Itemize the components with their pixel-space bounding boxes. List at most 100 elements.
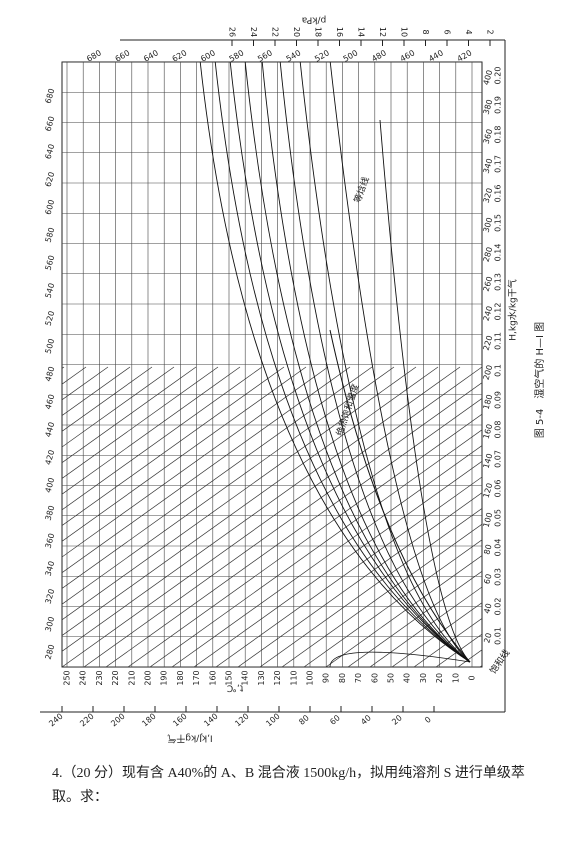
bottom-i-tick-label: 200: [109, 712, 126, 729]
i-grid-line: [193, 460, 482, 667]
t-axis-label: t,℃: [227, 683, 244, 693]
t-tick-label: 0: [468, 675, 477, 680]
left-i-tick-label: 660: [44, 115, 57, 132]
t-tick-label: 10: [451, 673, 460, 683]
i-grid-line: [281, 523, 482, 667]
t-tick-label: 90: [322, 673, 331, 683]
left-i-tick-label: 520: [44, 310, 57, 327]
t-tick-label: 120: [273, 670, 282, 685]
i-grid-line: [171, 445, 482, 667]
bottom-i-tick-label: 100: [264, 712, 281, 729]
left-i-tick-label: 540: [44, 282, 57, 299]
right-i-tick-label: 340: [482, 157, 495, 174]
h-tick-label: 0.1: [494, 364, 503, 377]
bottom-i-tick-label: 240: [47, 712, 64, 729]
left-i-tick-label: 380: [44, 504, 57, 521]
t-tick-label: 250: [63, 670, 72, 685]
i-grid-line: [369, 586, 482, 667]
top-i-tick-label: 500: [342, 48, 360, 63]
p-tick-label: 6: [443, 29, 452, 34]
i-grid-line: [62, 366, 482, 667]
right-i-tick-label: 140: [482, 452, 495, 469]
left-i-tick-label: 560: [44, 254, 57, 271]
t-tick-label: 240: [79, 670, 88, 685]
left-i-tick-label: 580: [44, 226, 57, 243]
i-grid-line: [303, 539, 482, 667]
p-tick-label: 18: [314, 27, 323, 37]
t-tick-label: 220: [111, 670, 120, 685]
t-tick-label: 40: [403, 673, 412, 683]
t-tick-label: 80: [338, 673, 347, 683]
i-grid-line: [215, 476, 482, 667]
p-tick-label: 26: [228, 27, 237, 37]
humidity-curve: [199, 62, 471, 663]
grid: [0, 62, 573, 667]
right-i-tick-label: 380: [482, 98, 495, 115]
t-tick-label: 50: [387, 673, 396, 683]
top-i-tick-label: 520: [313, 48, 331, 63]
top-i-tick-label: 620: [171, 48, 189, 63]
saturation-label: 饱和线: [487, 647, 512, 676]
left-i-tick-label: 440: [44, 421, 57, 438]
top-i-tick-label: 420: [456, 48, 474, 63]
p-tick-label: 10: [400, 27, 409, 37]
i-grid-line: [457, 649, 482, 667]
i-grid-line: [0, 367, 42, 667]
i-grid-line: [62, 366, 461, 652]
top-i-tick-label: 600: [199, 48, 217, 63]
humidity-curve: [214, 62, 471, 663]
h-axis-label: H,kg水/kg干气: [507, 279, 519, 341]
left-i-tick-label: 600: [44, 199, 57, 216]
t-tick-label: 230: [95, 670, 104, 685]
left-i-tick-label: 460: [44, 393, 57, 410]
i-grid-line: [62, 366, 285, 527]
i-grid-line: [105, 397, 482, 667]
i-grid-line: [149, 429, 482, 667]
p-tick-label: 24: [249, 27, 258, 37]
right-i-tick-label: 200: [482, 364, 495, 381]
i-grid-line: [391, 602, 482, 667]
t-tick-label: 30: [419, 673, 428, 683]
right-i-tick-label: 180: [482, 393, 495, 410]
i-grid-line: [325, 555, 482, 667]
left-i-tick-label: 500: [44, 338, 57, 355]
right-i-tick-label: 100: [482, 511, 495, 528]
right-i-tick-label: 280: [482, 246, 495, 263]
left-i-tick-label: 680: [44, 87, 57, 104]
humidity-curve: [299, 62, 471, 663]
p-tick-label: 14: [357, 27, 366, 37]
left-i-tick-label: 280: [44, 643, 57, 660]
right-i-tick-label: 120: [482, 482, 495, 499]
p-axis-label: p/kPa: [302, 15, 327, 25]
i-grid-line: [62, 366, 439, 637]
i-grid-line: [524, 367, 573, 667]
i-grid-line: [62, 366, 219, 479]
right-i-tick-label: 240: [482, 305, 495, 322]
h-tick-label: 0.14: [494, 244, 503, 262]
right-i-tick-label: 60: [482, 573, 493, 585]
i-grid-line: [62, 366, 351, 574]
p-tick-label: 20: [292, 27, 301, 37]
i-grid-line: [62, 366, 197, 464]
i-grid-line: [62, 366, 307, 542]
h-tick-label: 0.20: [494, 67, 503, 85]
h-tick-label: 0.08: [494, 421, 503, 439]
left-i-tick-label: 400: [44, 477, 57, 494]
top-i-tick-label: 640: [142, 48, 160, 63]
t-tick-label: 180: [176, 670, 185, 685]
isenthalpic-label: 等焓线: [351, 175, 372, 204]
p-tick-label: 2: [486, 29, 495, 34]
p-tick-label: 8: [421, 29, 430, 34]
h-tick-label: 0.17: [494, 155, 503, 173]
adiabatic-curve: [329, 329, 471, 663]
t-tick-label: 170: [192, 670, 201, 685]
top-i-tick-label: 540: [285, 48, 303, 63]
right-i-tick-label: 400: [482, 69, 495, 86]
top-i-tick-label: 560: [256, 48, 274, 63]
t-tick-label: 140: [241, 670, 250, 685]
bottom-i-tick-label: 20: [390, 713, 404, 726]
bottom-i-tick-label: 60: [328, 713, 342, 726]
